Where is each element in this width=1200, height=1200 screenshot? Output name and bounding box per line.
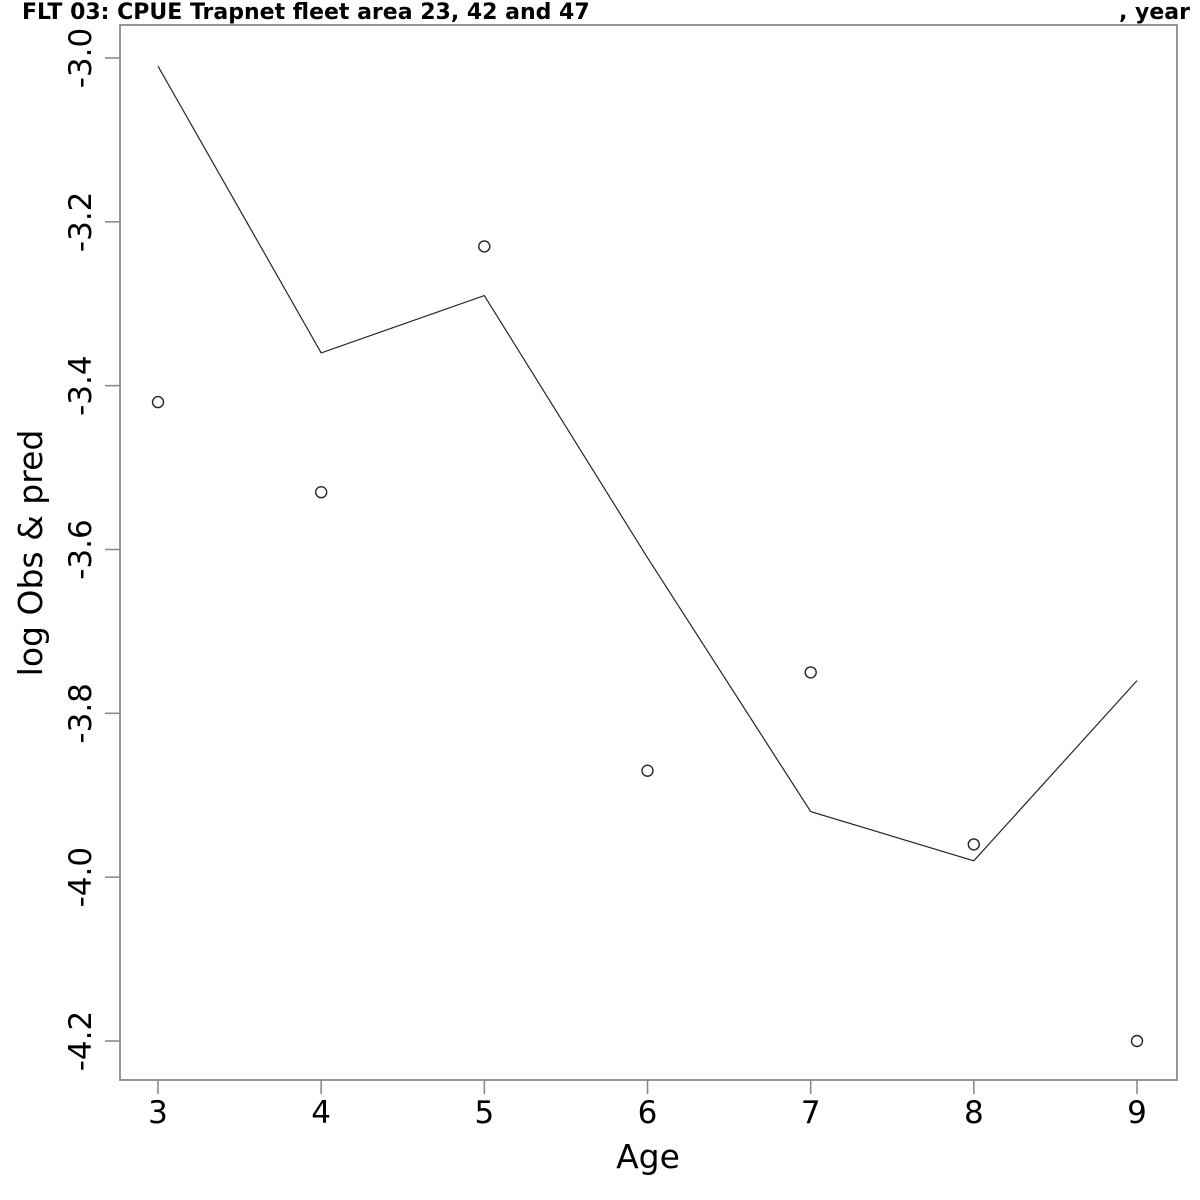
x-tick-label: 5 [474, 1095, 494, 1131]
y-tick-label: -4.2 [63, 1011, 99, 1072]
x-tick-label: 3 [148, 1095, 168, 1131]
obs-point [804, 666, 817, 679]
obs-point [641, 764, 654, 777]
obs-point [1130, 1034, 1144, 1048]
y-tick-label: -3.6 [63, 519, 99, 580]
x-tick-label: 8 [964, 1095, 984, 1131]
x-tick-label: 9 [1127, 1095, 1147, 1131]
obs-point [315, 486, 328, 499]
x-tick-label: 6 [638, 1095, 658, 1131]
chart-title-suffix: , year [1119, 0, 1190, 25]
obs-point [478, 240, 491, 253]
chart-title: FLT 03: CPUE Trapnet fleet area 23, 42 a… [22, 0, 590, 25]
x-tick-label: 4 [311, 1095, 331, 1131]
obs-point [967, 838, 980, 851]
plot-area: -3.0 -3.2 -3.4 -3.6 -3.8 -4.0 -4.2 3 4 5 6 7 8 9 [63, 24, 1178, 1131]
y-tick-label: -3.4 [63, 355, 99, 416]
y-tick-label: -3.2 [63, 192, 99, 253]
y-tick-label: -3.8 [63, 683, 99, 744]
y-tick-label: -4.0 [63, 847, 99, 908]
obs-point [151, 395, 165, 409]
x-tick-label: 7 [801, 1095, 821, 1131]
x-axis-label: Age [616, 1137, 680, 1176]
pred-line [157, 65, 1138, 862]
y-axis-label: log Obs & pred [11, 430, 50, 677]
plot-frame [119, 24, 1178, 1081]
y-tick-label: -3.0 [63, 28, 99, 89]
